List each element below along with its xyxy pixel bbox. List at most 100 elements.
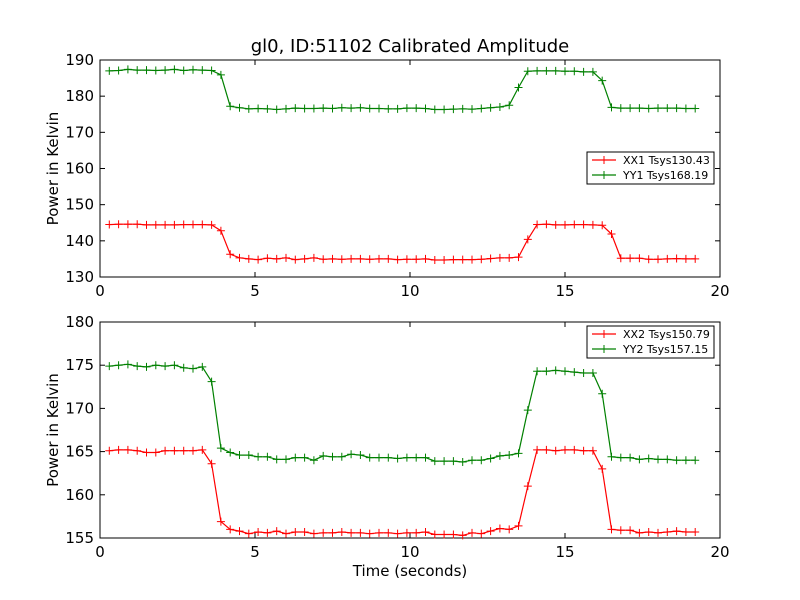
data-point-xx2 [300, 527, 309, 536]
data-point-yy1 [654, 104, 662, 113]
data-point-xx1 [663, 254, 672, 263]
legend-swatch-marker [600, 345, 608, 353]
data-point-yy1 [337, 103, 346, 112]
data-point-xx2 [337, 527, 346, 536]
data-point-yy2 [570, 368, 579, 377]
data-point-yy1 [179, 66, 188, 75]
data-point-yy1 [440, 105, 449, 114]
data-point-yy1 [263, 104, 272, 113]
data-point-xx2 [263, 528, 272, 537]
data-point-xx2 [477, 529, 486, 538]
data-point-yy1 [207, 66, 216, 75]
legend-label: XX1 Tsys130.43 [623, 154, 710, 167]
data-point-xx2 [486, 527, 495, 536]
data-point-xx2 [402, 528, 411, 537]
data-point-xx1 [514, 253, 523, 262]
data-point-yy2 [626, 453, 635, 462]
data-point-yy1 [542, 66, 551, 75]
data-point-xx2 [235, 527, 244, 536]
data-point-xx1 [254, 255, 263, 264]
data-point-yy2 [486, 454, 495, 463]
data-point-xx2 [207, 459, 216, 468]
top-panel: 0 5 10 15 20 130 140 150 160 170 180 190 Power in Ke… [44, 51, 730, 300]
data-point-xx1 [588, 220, 597, 229]
data-point-yy2 [672, 456, 681, 465]
data-point-xx2 [365, 529, 374, 538]
data-point-xx1 [365, 255, 374, 264]
legend-swatch-marker [600, 330, 608, 338]
data-point-yy2 [189, 364, 197, 373]
y-tick-label: 130 [65, 268, 94, 286]
data-point-yy2 [105, 362, 114, 371]
x-tick-label: 5 [250, 282, 260, 300]
data-point-xx1 [356, 254, 365, 263]
data-point-yy2 [179, 363, 188, 372]
bottom-legend: XX2 Tsys150.79 YY2 Tsys157.15 [586, 325, 715, 359]
data-point-xx2 [356, 528, 365, 537]
data-point-xx2 [598, 464, 607, 473]
data-point-yy2 [133, 362, 142, 371]
x-tick-label: 0 [95, 543, 105, 561]
data-point-xx2 [309, 529, 318, 538]
data-point-xx1 [523, 235, 532, 244]
data-point-xx1 [691, 254, 700, 263]
data-point-yy1 [607, 103, 616, 112]
data-point-yy2 [319, 451, 328, 460]
data-point-yy1 [151, 66, 160, 75]
data-point-yy2 [282, 455, 290, 464]
data-point-yy1 [514, 83, 523, 92]
data-point-xx2 [672, 527, 681, 536]
data-point-yy2 [375, 453, 383, 462]
data-point-xx1 [347, 254, 356, 263]
data-point-yy2 [468, 456, 476, 465]
data-point-yy2 [309, 456, 318, 465]
data-point-xx1 [533, 220, 542, 229]
data-point-xx1 [393, 255, 402, 264]
data-point-yy2 [161, 362, 170, 371]
figure-title: gl0, ID:51102 Calibrated Amplitude [251, 36, 570, 57]
data-point-yy1 [365, 104, 374, 113]
data-point-xx1 [412, 255, 421, 264]
data-point-xx2 [375, 528, 383, 537]
data-point-xx1 [551, 220, 560, 229]
data-point-yy1 [570, 67, 579, 76]
data-point-xx2 [319, 528, 328, 537]
y-tick-label: 140 [65, 232, 94, 250]
data-point-xx2 [347, 528, 356, 537]
data-point-yy1 [681, 104, 690, 113]
data-point-xx2 [570, 445, 579, 454]
data-point-yy2 [235, 451, 244, 460]
data-point-yy2 [291, 453, 300, 462]
data-point-xx2 [291, 527, 300, 536]
data-point-yy1 [486, 103, 495, 112]
data-point-yy1 [384, 104, 393, 113]
legend-label: XX2 Tsys150.79 [623, 328, 710, 341]
data-point-yy1 [254, 104, 263, 113]
data-point-yy1 [328, 104, 337, 113]
data-point-yy2 [226, 448, 235, 457]
data-point-xx1 [672, 254, 681, 263]
data-point-yy2 [458, 457, 467, 466]
data-point-yy1 [198, 66, 207, 75]
data-point-xx1 [468, 255, 476, 264]
data-point-xx1 [505, 253, 514, 262]
data-point-xx1 [542, 220, 551, 229]
data-point-yy1 [142, 66, 151, 75]
data-point-yy2 [551, 366, 560, 375]
data-point-yy1 [477, 104, 486, 113]
data-point-xx2 [412, 528, 421, 537]
data-point-xx1 [607, 229, 616, 238]
data-point-yy2 [681, 456, 690, 465]
data-point-yy2 [654, 455, 662, 464]
x-tick-label: 10 [400, 543, 419, 561]
data-point-xx2 [681, 527, 690, 536]
data-point-yy2 [598, 389, 607, 398]
data-point-yy1 [393, 104, 402, 113]
data-point-xx1 [458, 255, 467, 264]
data-point-yy1 [347, 104, 356, 113]
data-point-yy2 [207, 377, 216, 386]
data-point-xx1 [291, 255, 300, 264]
data-point-yy1 [551, 66, 560, 75]
data-point-yy2 [579, 368, 588, 377]
data-point-yy2 [347, 450, 356, 459]
